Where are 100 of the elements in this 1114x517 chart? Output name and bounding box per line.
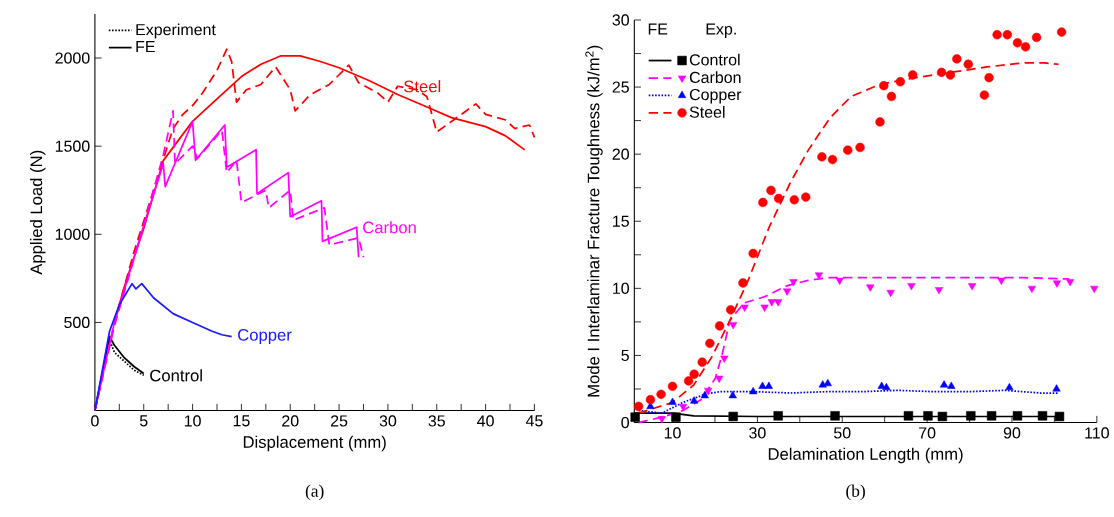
annotation: Carbon [363, 220, 416, 234]
point [1027, 285, 1036, 293]
point [689, 369, 699, 379]
y-axis-title: Mode I Interlaminar Fracture Toughness (kJ/m$^{2}$) [585, 45, 603, 397]
x-tick-label: 50 [834, 427, 851, 439]
legend-label: Experiment [136, 23, 216, 39]
point [1012, 410, 1023, 421]
point [895, 76, 906, 87]
point [984, 72, 994, 83]
point [866, 284, 875, 292]
point [683, 376, 694, 386]
point [937, 411, 948, 421]
point [667, 381, 678, 391]
point [725, 304, 736, 315]
x-tick-label: 5 [139, 415, 148, 427]
point [789, 194, 799, 205]
point [728, 390, 737, 398]
point [817, 151, 827, 162]
point [1002, 29, 1012, 40]
y-tick-label: 20 [612, 148, 629, 160]
point [749, 386, 758, 394]
point [908, 70, 918, 80]
legend-label: Carbon [689, 71, 741, 83]
point [940, 380, 949, 388]
y-tick-label: 1500 [55, 140, 90, 152]
point [945, 70, 956, 80]
point [855, 142, 865, 152]
point [789, 278, 798, 287]
point [714, 321, 725, 331]
point [671, 412, 681, 422]
point [633, 401, 644, 411]
point [886, 91, 897, 101]
legend-label: Steel [689, 105, 725, 118]
x-tick-label: 35 [428, 415, 445, 427]
point [992, 29, 1002, 40]
point [764, 381, 773, 389]
x-tick-label: 10 [664, 427, 681, 439]
point [657, 415, 666, 423]
annotation: Exp. [706, 23, 736, 38]
point [903, 410, 914, 421]
y-tick-label: 30 [612, 14, 629, 26]
annotation: Steel [404, 79, 441, 93]
point [886, 289, 895, 297]
point [830, 410, 840, 421]
point [963, 59, 973, 69]
point [774, 299, 783, 307]
x-tick-label: 25 [330, 415, 348, 427]
annotation: Copper [238, 328, 292, 344]
point [835, 277, 844, 285]
point [1052, 280, 1062, 288]
y-tick-label: 2000 [55, 52, 90, 64]
point [728, 411, 738, 421]
text: (b) [846, 484, 865, 501]
point [1056, 27, 1067, 37]
point [720, 355, 729, 363]
point [952, 54, 962, 64]
x-tick-label: 70 [919, 427, 936, 439]
point [1012, 37, 1023, 48]
x-axis-title: Displacement (mm) [243, 435, 386, 452]
legend-label: FE [136, 40, 155, 52]
point [966, 410, 976, 421]
legend-label: Copper [689, 88, 742, 104]
point [923, 410, 933, 421]
point [907, 282, 916, 291]
point [705, 338, 715, 348]
x-tick-label: 30 [749, 427, 766, 439]
point [879, 80, 889, 91]
x-tick-label: 110 [1085, 427, 1109, 439]
x-tick-label: 20 [282, 415, 299, 427]
x-tick-label: 90 [1003, 427, 1021, 439]
y-tick-label: 15 [613, 215, 629, 227]
y-tick-label: 1000 [55, 228, 90, 240]
point [679, 403, 688, 411]
point [947, 381, 956, 389]
x-tick-label: 30 [379, 415, 397, 427]
point [668, 397, 677, 405]
point [1090, 285, 1099, 293]
point [875, 117, 885, 127]
point [783, 288, 792, 296]
point [773, 410, 783, 421]
x-tick-label: 0 [91, 415, 99, 427]
point [823, 378, 832, 386]
point [758, 197, 768, 207]
x-axis-title: Delamination Length (mm) [768, 447, 963, 463]
point [827, 154, 838, 164]
x-tick-label: 15 [233, 415, 250, 427]
point [630, 412, 640, 422]
point [1052, 384, 1061, 392]
point [766, 185, 776, 195]
point [738, 278, 748, 288]
legend-label: Control [689, 53, 740, 66]
y-tick-label: 5 [621, 349, 629, 361]
y-axis-title: Applied Load (N) [29, 150, 46, 275]
point [740, 304, 749, 312]
point [760, 304, 769, 312]
point [1005, 382, 1014, 390]
point [882, 382, 891, 390]
point [715, 375, 724, 383]
point [690, 396, 699, 404]
point [979, 90, 990, 100]
